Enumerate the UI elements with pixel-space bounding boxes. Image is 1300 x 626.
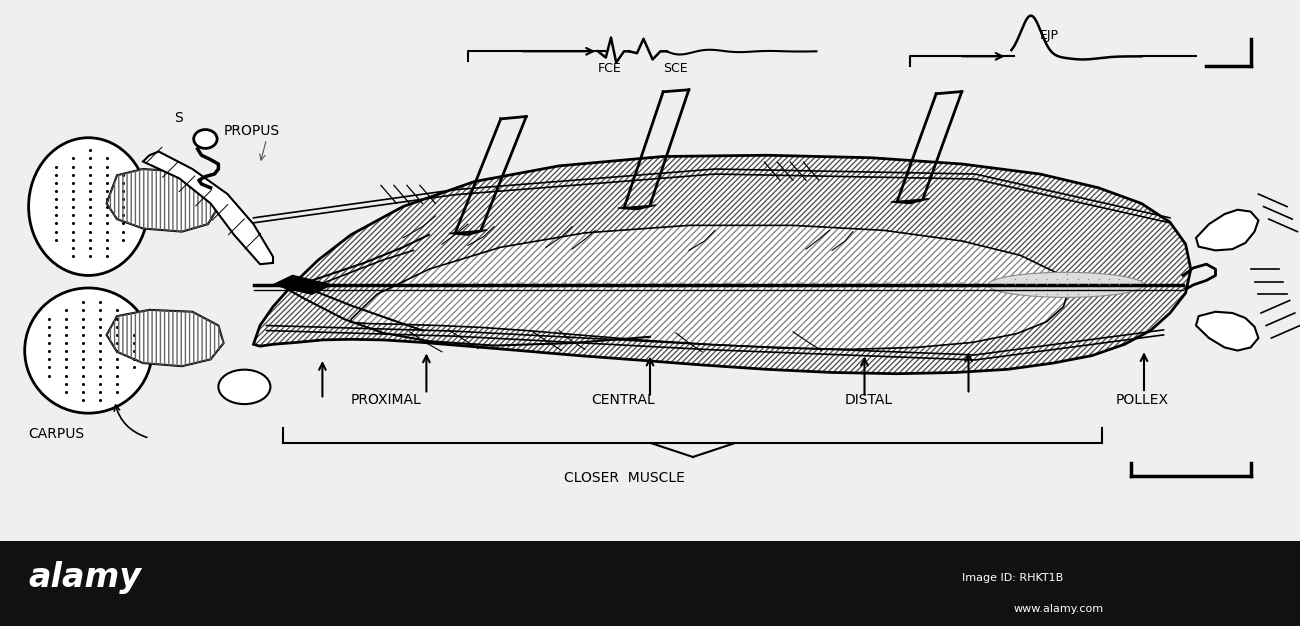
Text: POLLEX: POLLEX — [1115, 393, 1169, 407]
Ellipse shape — [988, 272, 1144, 297]
Text: FCE: FCE — [598, 62, 621, 75]
Text: alamy: alamy — [29, 561, 142, 594]
Text: CENTRAL: CENTRAL — [592, 393, 655, 407]
Ellipse shape — [25, 288, 152, 413]
Polygon shape — [107, 310, 224, 366]
Text: EJP: EJP — [1040, 29, 1059, 43]
Polygon shape — [107, 169, 218, 232]
Text: PROPUS: PROPUS — [224, 123, 280, 138]
Text: PROXIMAL: PROXIMAL — [351, 393, 421, 407]
Ellipse shape — [29, 138, 148, 275]
Ellipse shape — [194, 130, 217, 148]
Polygon shape — [273, 275, 332, 294]
Polygon shape — [1196, 312, 1258, 351]
Polygon shape — [448, 230, 488, 235]
Bar — [0, 541, 1300, 626]
Polygon shape — [254, 155, 1191, 374]
Bar — [0, 0, 1300, 541]
Polygon shape — [891, 198, 930, 203]
Text: Image ID: RHKT1B: Image ID: RHKT1B — [962, 573, 1063, 583]
Text: DISTAL: DISTAL — [845, 393, 893, 407]
Text: CLOSER  MUSCLE: CLOSER MUSCLE — [564, 471, 684, 485]
Text: S: S — [174, 111, 183, 125]
Ellipse shape — [218, 369, 270, 404]
Polygon shape — [618, 205, 656, 210]
Polygon shape — [351, 225, 1069, 349]
Text: SCE: SCE — [663, 62, 688, 75]
Text: www.alamy.com: www.alamy.com — [1014, 604, 1104, 614]
Text: CARPUS: CARPUS — [29, 427, 84, 441]
Polygon shape — [1196, 210, 1258, 250]
Polygon shape — [143, 151, 273, 264]
